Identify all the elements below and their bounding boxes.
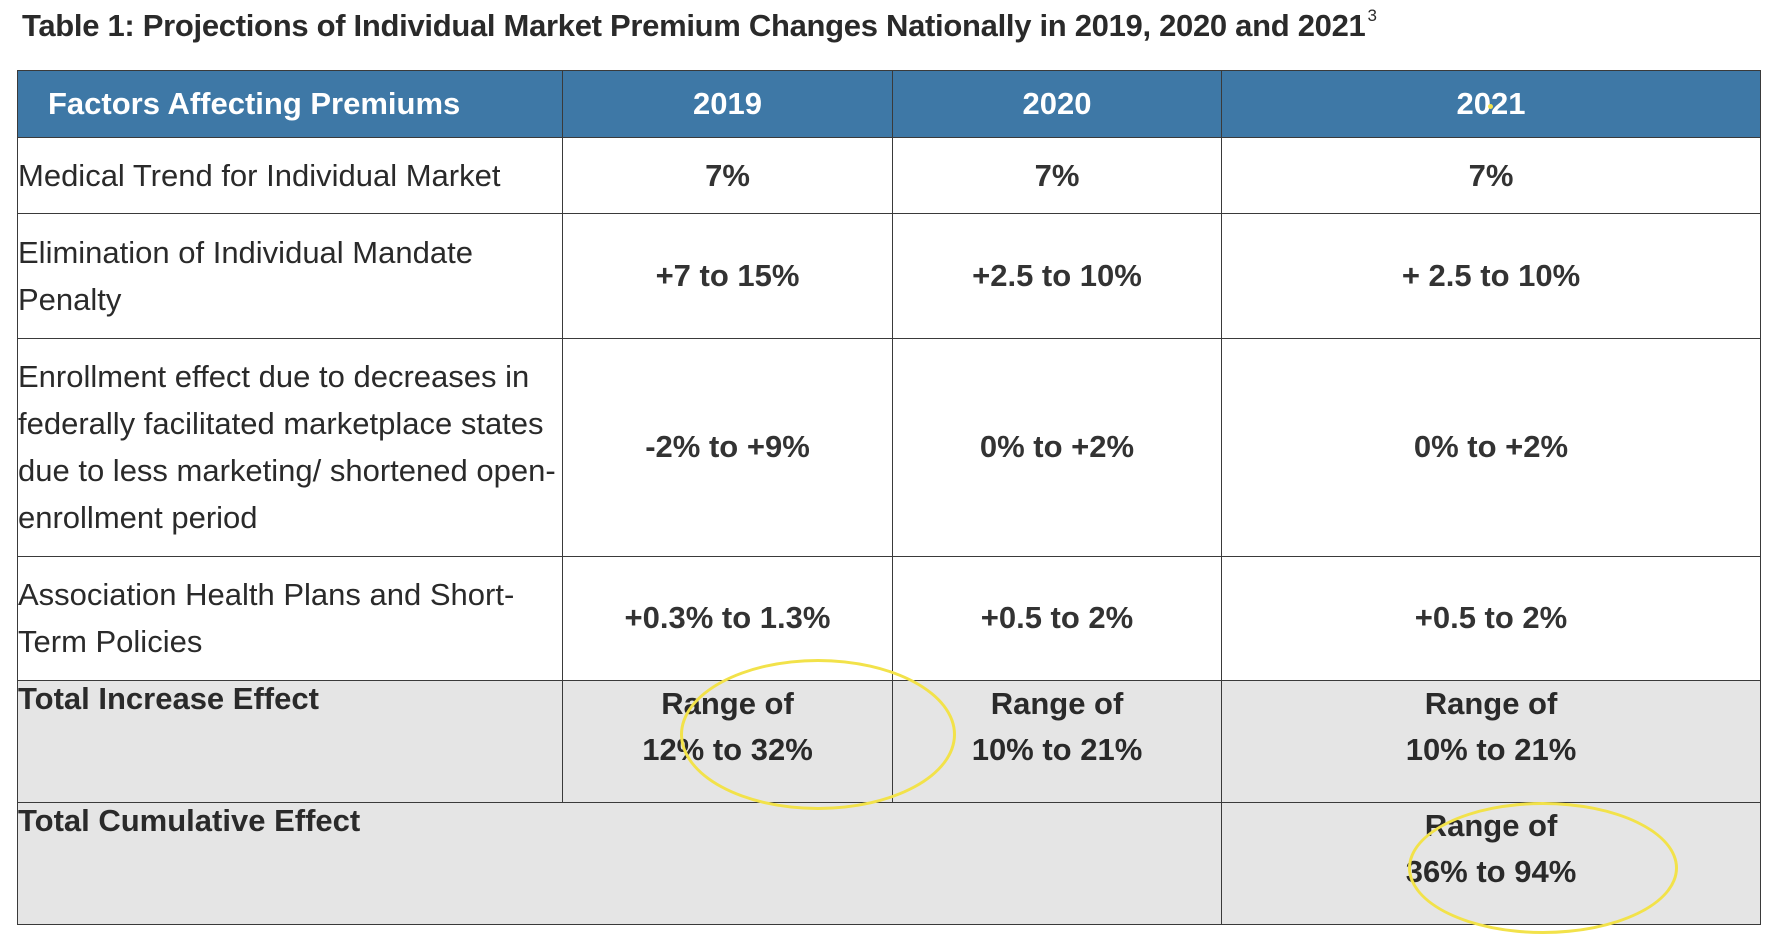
table-row: Enrollment effect due to decreases in fe… [17,337,1761,557]
table-row: Elimination of Individual Mandate Penalt… [17,213,1761,339]
total-increase-2019: Range of 12% to 32% [562,679,893,803]
header-2021: 2021 [1221,70,1761,138]
range-prefix: Range of [1424,807,1558,843]
range-value: 10% to 21% [1405,731,1577,767]
table-title: Table 1: Projections of Individual Marke… [22,5,1377,44]
footnote-marker: 3 [1367,5,1377,25]
value-cell: 7% [562,136,893,215]
header-row: Factors Affecting Premiums 2019 2020 202… [17,70,1761,138]
total-cumulative-row: Total Cumulative Effect Range of 36% to … [17,801,1761,926]
total-increase-2021: Range of 10% to 21% [1221,679,1761,803]
range-value: 10% to 21% [971,731,1143,767]
factor-cell: Elimination of Individual Mandate Penalt… [17,213,563,339]
highlight-dot [1488,104,1493,109]
total-cumulative-2021: Range of 36% to 94% [1221,801,1761,926]
value-cell: +7 to 15% [562,213,893,339]
range-value: 36% to 94% [1405,853,1577,889]
header-2020: 2020 [892,70,1222,138]
value-cell: 0% to +2% [892,337,1222,557]
premium-projections-table: Factors Affecting Premiums 2019 2020 202… [17,70,1761,926]
value-cell: +0.5 to 2% [892,555,1222,681]
value-cell: +2.5 to 10% [892,213,1222,339]
total-cumulative-label: Total Cumulative Effect [17,801,1222,926]
value-cell: -2% to +9% [562,337,893,557]
value-cell: +0.3% to 1.3% [562,555,893,681]
table-title-text: Table 1: Projections of Individual Marke… [22,8,1366,43]
value-cell: 7% [1221,136,1761,215]
header-factors: Factors Affecting Premiums [17,70,563,138]
range-prefix: Range of [1424,685,1558,721]
range-prefix: Range of [990,685,1124,721]
total-increase-row: Total Increase Effect Range of 12% to 32… [17,679,1761,803]
header-2019: 2019 [562,70,893,138]
range-prefix: Range of [661,685,794,721]
range-value: 12% to 32% [642,731,813,767]
factor-cell: Enrollment effect due to decreases in fe… [17,337,563,557]
value-cell: + 2.5 to 10% [1221,213,1761,339]
total-increase-label: Total Increase Effect [17,679,563,803]
factor-cell: Medical Trend for Individual Market [17,136,563,215]
value-cell: 0% to +2% [1221,337,1761,557]
table-row: Association Health Plans and Short-Term … [17,555,1761,681]
value-cell: +0.5 to 2% [1221,555,1761,681]
value-cell: 7% [892,136,1222,215]
total-increase-2020: Range of 10% to 21% [892,679,1222,803]
table-row: Medical Trend for Individual Market 7% 7… [17,136,1761,215]
factor-cell: Association Health Plans and Short-Term … [17,555,563,681]
